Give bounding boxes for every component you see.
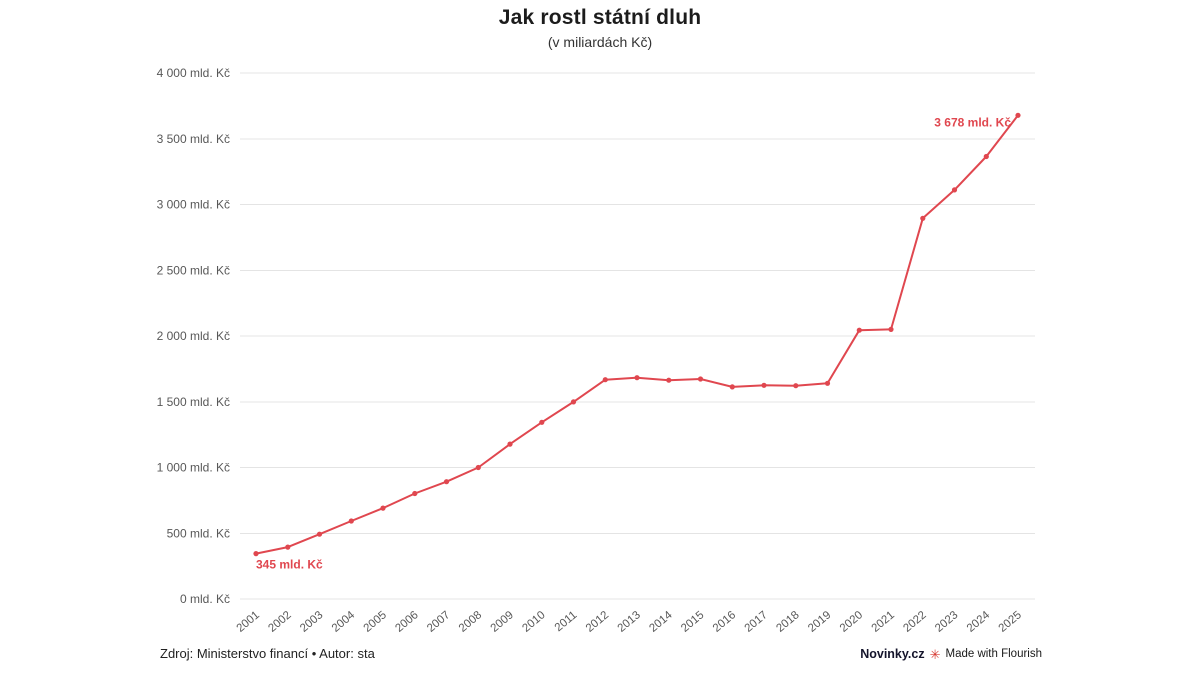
flourish-icon: ✳ xyxy=(929,646,941,662)
x-axis-tick-label: 2006 xyxy=(393,609,420,635)
data-point xyxy=(412,490,418,497)
y-axis-tick-label: 1 500 mld. Kč xyxy=(157,395,230,409)
x-axis-tick-label: 2004 xyxy=(330,609,358,635)
data-point xyxy=(951,187,958,193)
y-axis-tick-label: 0 mld. Kč xyxy=(180,592,230,606)
data-point xyxy=(888,326,894,332)
data-point xyxy=(475,464,481,471)
x-axis-tick-label: 2016 xyxy=(711,609,738,635)
data-point xyxy=(316,531,323,537)
data-point xyxy=(920,215,926,221)
data-point xyxy=(253,551,259,557)
chart-subtitle: (v miliardách Kč) xyxy=(547,34,653,50)
data-point xyxy=(443,479,450,485)
x-axis-tick-label: 2012 xyxy=(584,609,611,635)
data-point xyxy=(1015,112,1021,118)
data-point xyxy=(824,380,831,386)
x-axis-tick-label: 2018 xyxy=(774,609,801,635)
y-axis-tick-label: 1 000 mld. Kč xyxy=(157,461,230,475)
y-axis-tick-label: 4 000 mld. Kč xyxy=(157,66,230,80)
x-axis-tick-label: 2020 xyxy=(838,609,865,635)
x-axis-tick-label: 2014 xyxy=(647,609,675,635)
y-axis-tick-label: 500 mld. Kč xyxy=(167,526,230,540)
x-axis-tick-label: 2011 xyxy=(553,609,580,634)
chart-title: Jak rostl státní dluh xyxy=(498,6,702,29)
x-axis-tick-label: 2007 xyxy=(425,609,452,635)
x-axis-tick-label: 2001 xyxy=(235,609,262,635)
source-credit: Zdroj: Ministerstvo financí • Autor: sta xyxy=(160,646,375,661)
data-point xyxy=(729,384,735,390)
data-point xyxy=(539,419,545,425)
data-point xyxy=(570,399,577,405)
data-point xyxy=(285,544,291,550)
x-axis-tick-label: 2009 xyxy=(489,609,516,635)
novinky-logo[interactable]: Novinky.cz xyxy=(860,647,925,661)
debt-line-series xyxy=(255,114,1019,555)
data-point xyxy=(380,505,386,511)
x-axis-tick-label: 2025 xyxy=(997,609,1024,635)
x-axis-tick-label: 2005 xyxy=(362,609,389,635)
flourish-credit[interactable]: Made with Flourish xyxy=(945,648,1042,660)
chart-footer: Zdroj: Ministerstvo financí • Autor: sta… xyxy=(0,646,1200,668)
x-axis-tick-label: 2003 xyxy=(298,609,325,635)
data-point xyxy=(856,327,862,333)
data-point xyxy=(348,518,354,524)
x-axis-tick-label: 2019 xyxy=(806,609,833,635)
x-axis-tick-label: 2021 xyxy=(870,609,897,635)
data-point xyxy=(983,153,989,160)
data-point xyxy=(507,441,513,447)
x-axis-tick-label: 2010 xyxy=(520,609,547,635)
data-point xyxy=(634,375,640,381)
data-point xyxy=(666,377,672,383)
x-axis-tick-label: 2024 xyxy=(965,609,993,635)
first-point-label: 345 mld. Kč xyxy=(256,558,323,572)
x-axis-tick-label: 2002 xyxy=(266,609,293,635)
data-point xyxy=(697,376,704,382)
last-point-label: 3 678 mld. Kč xyxy=(934,115,1011,129)
y-axis-tick-label: 3 500 mld. Kč xyxy=(157,132,230,146)
y-axis-tick-label: 2 000 mld. Kč xyxy=(157,329,230,343)
data-point xyxy=(761,382,767,388)
x-axis-tick-label: 2023 xyxy=(933,609,960,635)
data-point xyxy=(602,377,608,383)
data-point xyxy=(793,383,799,389)
x-axis-tick-label: 2013 xyxy=(616,609,643,635)
footer-credits: Novinky.cz ✳ Made with Flourish xyxy=(860,647,1042,661)
x-axis-tick-label: 2015 xyxy=(679,609,706,635)
x-axis-tick-label: 2017 xyxy=(743,609,770,635)
y-axis-tick-label: 2 500 mld. Kč xyxy=(157,263,230,277)
y-axis-tick-label: 3 000 mld. Kč xyxy=(157,198,230,212)
x-axis-tick-label: 2022 xyxy=(901,609,928,635)
x-axis-tick-label: 2008 xyxy=(457,609,484,635)
